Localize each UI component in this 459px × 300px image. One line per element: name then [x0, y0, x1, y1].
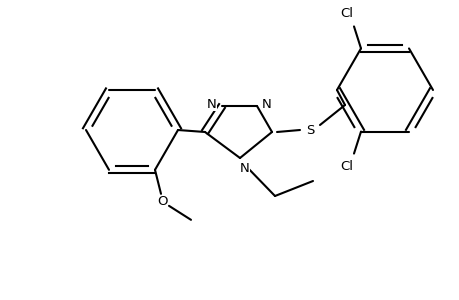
Text: S: S — [305, 124, 313, 136]
Text: N: N — [207, 98, 216, 110]
Text: Cl: Cl — [340, 160, 353, 173]
Text: O: O — [157, 195, 168, 208]
Text: N: N — [262, 98, 271, 110]
Text: N: N — [240, 161, 249, 175]
Text: Cl: Cl — [340, 7, 353, 20]
